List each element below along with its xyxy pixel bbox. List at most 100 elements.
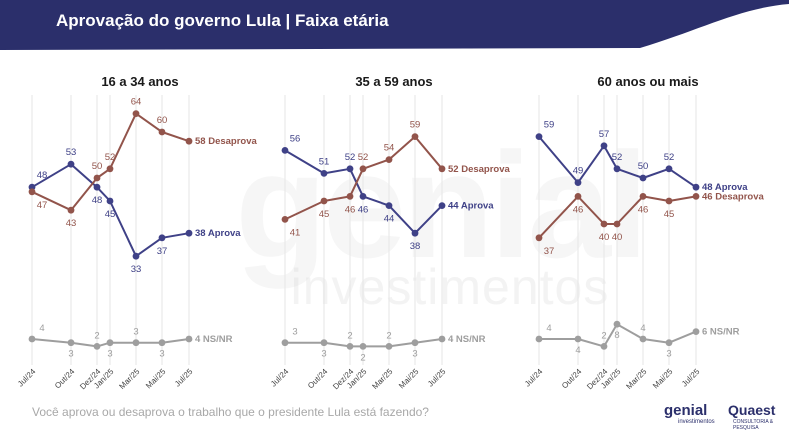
data-label-nsnr: 2 <box>94 330 99 341</box>
data-point-nsnr <box>535 335 543 343</box>
data-label-desaprova: 37 <box>544 246 555 257</box>
data-label-desaprova: 46 <box>638 204 649 215</box>
x-tick-label: Mar/25 <box>370 367 394 391</box>
series-end-label-nsnr: 4 NS/NR <box>195 334 233 345</box>
survey-question: Você aprova ou desaprova o trabalho que … <box>32 405 429 419</box>
data-label-desaprova: 43 <box>66 218 77 229</box>
data-label-nsnr: 3 <box>107 349 112 360</box>
data-point-nsnr <box>93 343 101 350</box>
data-point-nsnr <box>320 339 328 347</box>
data-label-desaprova: 52 <box>105 152 116 163</box>
data-label-nsnr: 2 <box>360 352 365 363</box>
data-point-aprova <box>346 165 354 173</box>
data-point-nsnr <box>665 339 673 347</box>
data-point-aprova <box>132 252 140 260</box>
data-label-nsnr: 3 <box>321 349 326 360</box>
data-label-nsnr: 3 <box>68 349 73 360</box>
data-label-desaprova: 64 <box>131 97 142 108</box>
data-label-nsnr: 3 <box>159 349 164 360</box>
data-label-desaprova: 40 <box>612 232 623 243</box>
data-point-nsnr <box>158 339 166 347</box>
data-point-aprova <box>600 142 608 150</box>
series-end-label-aprova: 38 Aprova <box>195 228 241 239</box>
series-end-label-desaprova: 46 Desaprova <box>702 191 765 202</box>
data-label-nsnr: 4 <box>546 323 551 334</box>
data-label-nsnr: 3 <box>133 327 138 338</box>
data-label-nsnr: 2 <box>347 330 352 341</box>
data-point-desaprova <box>613 220 621 228</box>
data-point-aprova <box>535 133 543 141</box>
page-title: Aprovação do governo Lula | Faixa etária <box>56 11 389 30</box>
genial-logo: genial <box>664 402 708 419</box>
data-point-desaprova <box>67 206 75 214</box>
series-end-label-desaprova: 58 Desaprova <box>195 136 258 147</box>
data-label-aprova: 59 <box>544 120 555 131</box>
data-label-aprova: 33 <box>131 264 142 275</box>
series-end-label-aprova: 48 Aprova <box>702 182 748 193</box>
data-point-nsnr <box>411 339 419 347</box>
genial-logo-sub: investimentos <box>678 419 715 425</box>
data-label-nsnr: 3 <box>412 349 417 360</box>
data-point-nsnr <box>359 343 367 350</box>
data-point-aprova <box>281 147 289 154</box>
data-point-nsnr <box>438 335 446 343</box>
x-tick-label: Out/24 <box>560 367 584 391</box>
data-point-desaprova <box>185 137 193 145</box>
data-point-desaprova <box>28 188 36 196</box>
data-label-aprova: 44 <box>384 214 395 225</box>
data-point-nsnr <box>600 343 608 350</box>
data-label-aprova: 48 <box>37 170 48 181</box>
chart-title: 35 a 59 anos <box>355 74 432 89</box>
data-point-desaprova <box>281 216 289 223</box>
data-label-desaprova: 46 <box>345 204 356 215</box>
data-label-desaprova: 45 <box>664 209 675 220</box>
data-point-aprova <box>359 193 367 200</box>
series-end-label-aprova: 44 Aprova <box>448 201 494 212</box>
data-point-aprova <box>158 234 166 242</box>
data-label-desaprova: 41 <box>290 227 301 238</box>
x-tick-label: Jul/24 <box>16 367 38 389</box>
x-tick-label: Jul/25 <box>680 367 702 389</box>
data-point-aprova <box>411 229 419 237</box>
data-label-aprova: 53 <box>66 147 77 158</box>
quaest-logo: Quaest <box>728 402 776 418</box>
data-label-nsnr: 8 <box>614 330 619 341</box>
data-label-aprova: 57 <box>599 129 610 140</box>
data-point-aprova <box>613 165 621 173</box>
data-label-nsnr: 4 <box>39 323 44 334</box>
x-tick-label: Jul/24 <box>523 367 545 389</box>
data-label-nsnr: 3 <box>292 327 297 338</box>
data-label-desaprova: 46 <box>573 204 584 215</box>
data-point-desaprova <box>385 156 393 164</box>
data-label-desaprova: 50 <box>92 161 103 172</box>
header-banner-shape <box>0 0 789 50</box>
data-point-nsnr <box>346 343 354 350</box>
x-tick-label: Out/24 <box>53 367 77 391</box>
data-label-desaprova: 40 <box>599 232 610 243</box>
series-end-label-nsnr: 4 NS/NR <box>448 334 486 345</box>
data-point-desaprova <box>132 110 140 117</box>
data-point-aprova <box>639 174 647 182</box>
x-tick-label: Mai/25 <box>397 367 421 391</box>
data-label-desaprova: 54 <box>384 143 395 154</box>
data-point-nsnr <box>385 343 393 350</box>
data-label-nsnr: 2 <box>386 330 391 341</box>
x-tick-label: Mar/25 <box>624 367 648 391</box>
data-point-aprova <box>574 179 582 187</box>
data-label-desaprova: 45 <box>319 209 330 220</box>
data-point-aprova <box>67 160 75 168</box>
data-point-aprova <box>438 202 446 210</box>
data-label-aprova: 45 <box>105 209 116 220</box>
data-point-nsnr <box>132 339 140 347</box>
data-label-aprova: 51 <box>319 156 330 167</box>
data-point-nsnr <box>692 328 700 335</box>
data-point-desaprova <box>665 197 673 205</box>
x-tick-label: Jul/24 <box>269 367 291 389</box>
data-point-desaprova <box>692 193 700 200</box>
data-point-desaprova <box>574 193 582 200</box>
data-point-nsnr <box>613 320 621 328</box>
data-label-desaprova: 52 <box>358 152 369 163</box>
data-point-aprova <box>320 170 328 177</box>
data-label-nsnr: 3 <box>666 349 671 360</box>
